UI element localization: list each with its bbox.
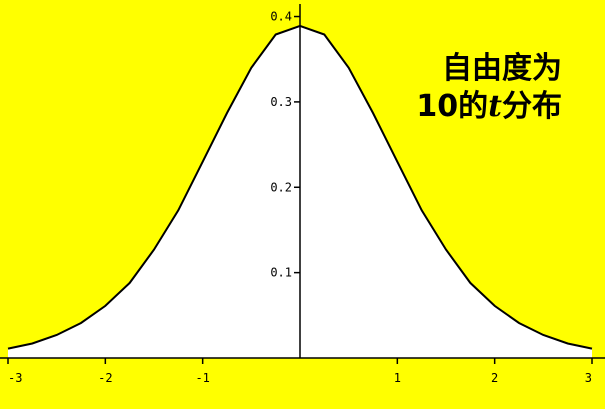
x-tick-label: 1 — [394, 371, 401, 385]
y-ticks: 0.1 0.2 0.3 0.4 — [270, 10, 300, 280]
x-tick-label: -3 — [8, 371, 22, 385]
annotation-suffix: 分布 — [502, 89, 562, 124]
y-tick-label: 0.3 — [270, 95, 292, 109]
y-tick-label: 0.1 — [270, 266, 292, 280]
annotation-prefix: 10的 — [416, 89, 488, 124]
annotation-line-2: 10的t分布 — [416, 89, 562, 124]
annotation-line-1: 自由度为 — [442, 51, 562, 86]
y-tick-label: 0.2 — [270, 180, 292, 194]
x-ticks: -3 -2 -1 1 2 3 — [7, 358, 593, 385]
x-tick-label: -1 — [195, 371, 209, 385]
annotation-variable: t — [488, 89, 502, 124]
x-tick-label: -2 — [98, 371, 112, 385]
x-tick-label: 3 — [585, 371, 592, 385]
x-tick-label: 2 — [491, 371, 498, 385]
y-tick-label: 0.4 — [270, 10, 292, 24]
